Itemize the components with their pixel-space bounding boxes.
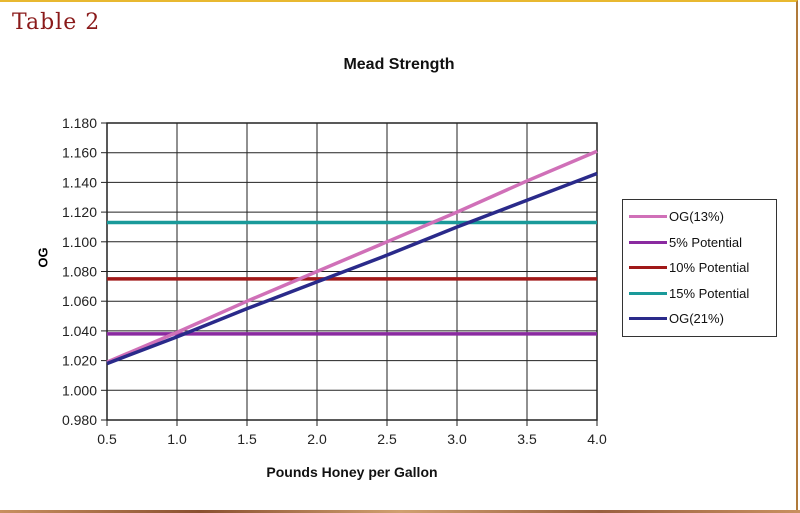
x-tick-label: 1.5 bbox=[237, 431, 257, 447]
legend-item: 5% Potential bbox=[629, 230, 776, 256]
y-tick-label: 1.020 bbox=[62, 353, 97, 369]
legend-label: 10% Potential bbox=[669, 260, 750, 276]
x-tick-label: 0.5 bbox=[97, 431, 117, 447]
legend-swatch bbox=[629, 266, 667, 270]
y-tick-label: 1.060 bbox=[62, 293, 97, 309]
x-axis-label: Pounds Honey per Gallon bbox=[266, 464, 438, 480]
table-label: Table 2 bbox=[12, 10, 101, 35]
plot-area-border bbox=[106, 122, 598, 421]
legend-swatch bbox=[629, 240, 667, 244]
legend-item: OG(21%) bbox=[629, 306, 776, 332]
legend-label: 5% Potential bbox=[669, 234, 742, 250]
chart-title: Mead Strength bbox=[0, 56, 800, 74]
series-line bbox=[106, 171, 598, 366]
legend-item: 15% Potential bbox=[629, 281, 776, 307]
y-tick-label: 1.100 bbox=[62, 234, 97, 250]
legend-label: OG(21%) bbox=[669, 311, 724, 327]
y-axis-label: OG bbox=[35, 247, 51, 268]
legend-swatch bbox=[629, 215, 667, 219]
bottom-decor-strip bbox=[0, 510, 800, 513]
y-tick-label: 0.980 bbox=[62, 412, 97, 428]
y-tick-label: 1.000 bbox=[62, 382, 97, 398]
y-tick-label: 1.120 bbox=[62, 204, 97, 220]
legend-item: OG(13%) bbox=[629, 204, 776, 230]
x-tick-label: 2.5 bbox=[377, 431, 397, 447]
legend-label: OG(13%) bbox=[669, 209, 724, 225]
x-tick-label: 1.0 bbox=[167, 431, 187, 447]
y-tick-label: 1.040 bbox=[62, 323, 97, 339]
x-tick-label: 3.5 bbox=[517, 431, 537, 447]
x-tick-label: 3.0 bbox=[447, 431, 467, 447]
chart-title-text: Mead Strength bbox=[343, 56, 455, 73]
legend-swatch bbox=[629, 317, 667, 321]
y-tick-label: 1.080 bbox=[62, 264, 97, 280]
legend-item: 10% Potential bbox=[629, 255, 776, 281]
legend-label: 15% Potential bbox=[669, 285, 750, 301]
y-tick-label: 1.140 bbox=[62, 174, 97, 190]
y-tick-label: 1.160 bbox=[62, 145, 97, 161]
series-line bbox=[106, 149, 598, 364]
y-tick-label: 1.180 bbox=[62, 115, 97, 131]
x-tick-label: 2.0 bbox=[307, 431, 327, 447]
x-tick-label: 4.0 bbox=[587, 431, 607, 447]
legend-swatch bbox=[629, 291, 667, 295]
chart-legend: OG(13%) 5% Potential 10% Potential 15% P… bbox=[622, 199, 777, 337]
